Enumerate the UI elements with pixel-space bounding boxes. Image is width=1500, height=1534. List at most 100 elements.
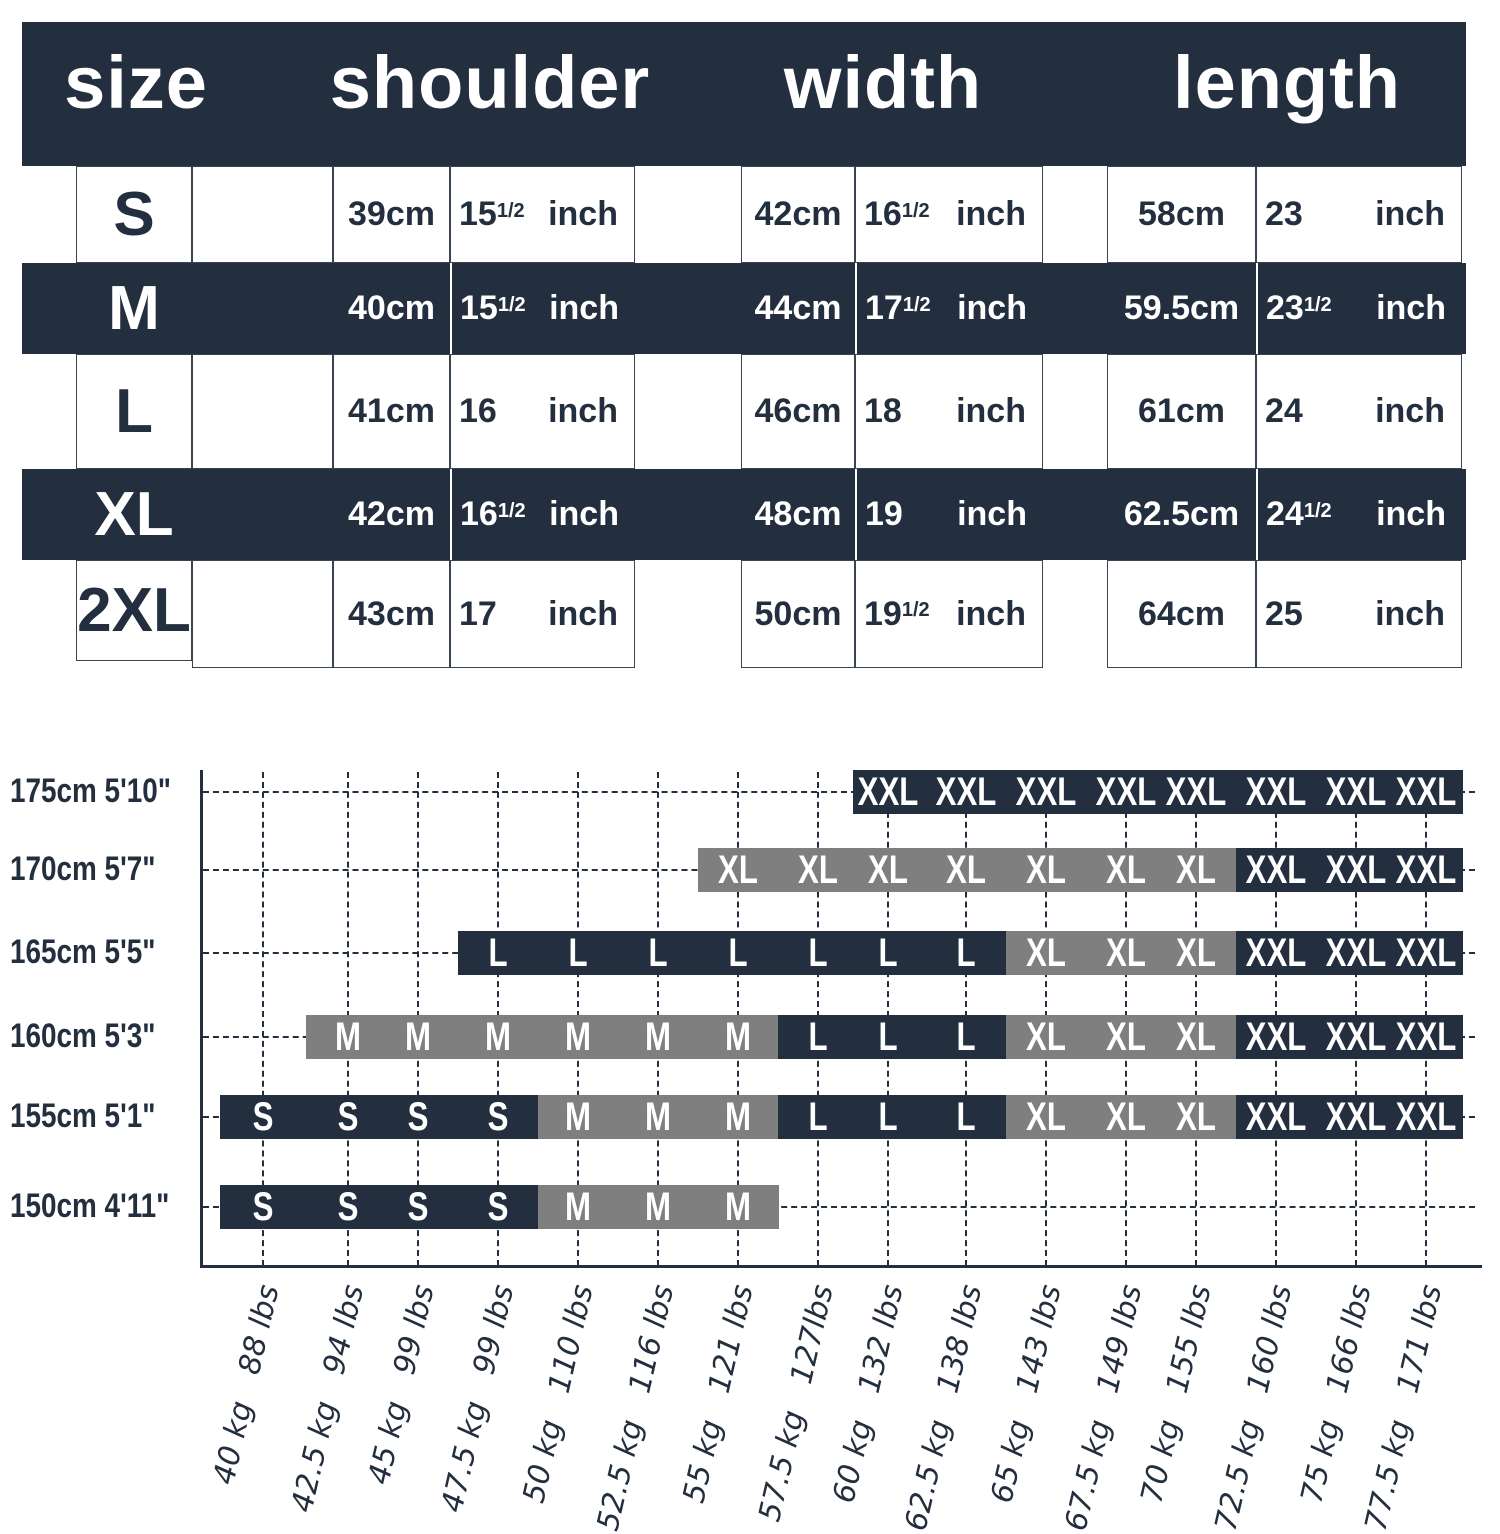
size-cell-xl bbox=[927, 848, 1007, 892]
size-cell-label: S bbox=[487, 1185, 509, 1229]
size-cell-s bbox=[220, 1185, 306, 1229]
size-label: 2XL bbox=[77, 576, 191, 645]
inch-whole: 15 bbox=[459, 195, 497, 233]
inch-fraction: 1/2 bbox=[902, 293, 931, 316]
size-cell-l bbox=[853, 1015, 928, 1059]
length-inch-unit: inch bbox=[1375, 392, 1445, 430]
length-inch-unit: inch bbox=[1376, 495, 1446, 533]
size-cell-l bbox=[778, 1015, 854, 1059]
header-shoulder: shoulder bbox=[329, 41, 651, 124]
size-cell-label: XXL bbox=[1245, 931, 1307, 975]
shoulder-cm-value: 40cm bbox=[348, 289, 435, 327]
weight-lbs: 138 lbs bbox=[930, 1281, 990, 1396]
width-inch-cell: 18 inch bbox=[855, 354, 1043, 469]
size-cell-label: L bbox=[488, 931, 508, 975]
size-cell-label: M bbox=[645, 1095, 671, 1139]
shoulder-cm-cell: 43cm bbox=[333, 560, 450, 668]
inch-whole: 16 bbox=[864, 195, 902, 233]
weight-kg: 67.5 kg bbox=[1058, 1415, 1118, 1534]
size-cell-label: XXL bbox=[1395, 931, 1457, 975]
inch-whole: 25 bbox=[1265, 594, 1303, 633]
size-cell-m bbox=[618, 1015, 699, 1059]
spacer-cell bbox=[192, 560, 333, 668]
length-cm-cell: 59.5cm bbox=[1107, 263, 1256, 354]
weight-kg: 50 kg bbox=[516, 1415, 570, 1506]
size-cell-xxl bbox=[1236, 1015, 1317, 1059]
shoulder-inch-unit: inch bbox=[548, 594, 618, 633]
weight-tick-label: 40 kg 88 lbs bbox=[206, 1281, 286, 1487]
size-cell: 2XL bbox=[76, 560, 192, 661]
weight-kg: 75 kg bbox=[1294, 1415, 1348, 1506]
size-cell-label: XL bbox=[798, 848, 838, 892]
size-cell-xxl bbox=[1391, 770, 1463, 814]
shoulder-inch-cell: 16 1/2 inch bbox=[450, 469, 635, 560]
size-cell-label: M bbox=[725, 1095, 751, 1139]
weight-tick-label: 65 kg 143 lbs bbox=[985, 1281, 1069, 1506]
size-cell-s bbox=[458, 1185, 539, 1229]
shoulder-inch-number: 15 1/2 bbox=[459, 167, 525, 262]
size-cell-xxl bbox=[1236, 848, 1317, 892]
size-cell-m bbox=[538, 1095, 619, 1139]
size-cell-label: M bbox=[645, 1185, 671, 1229]
size-cell-xxl bbox=[1236, 770, 1317, 814]
length-cm-value: 64cm bbox=[1138, 594, 1225, 633]
shoulder-inch-unit: inch bbox=[549, 289, 619, 327]
size-cell-xl bbox=[1086, 848, 1162, 892]
inch-whole: 23 bbox=[1265, 195, 1303, 233]
weight-kg: 77.5 kg bbox=[1358, 1415, 1418, 1534]
weight-tick-label: 72.5 kg 160 lbs bbox=[1208, 1281, 1299, 1534]
height-label: 175cm 5'10" bbox=[10, 772, 171, 810]
size-cell-m bbox=[618, 1185, 699, 1229]
weight-kg: 42.5 kg bbox=[284, 1397, 345, 1516]
width-inch-number: 16 1/2 bbox=[864, 167, 930, 262]
length-inch-unit: inch bbox=[1375, 195, 1445, 233]
length-cm-cell: 64cm bbox=[1107, 560, 1256, 668]
size-cell-label: XL bbox=[946, 848, 986, 892]
row-band bbox=[22, 263, 1466, 354]
weight-kg: 55 kg bbox=[676, 1415, 730, 1506]
weight-kg: 72.5 kg bbox=[1208, 1415, 1268, 1534]
size-cell-label: M bbox=[725, 1185, 751, 1229]
size-cell-label: XXL bbox=[1095, 770, 1157, 814]
width-inch-number: 18 bbox=[864, 355, 902, 468]
size-cell-label: L bbox=[728, 931, 748, 975]
weight-lbs: 166 lbs bbox=[1320, 1281, 1380, 1396]
size-cell-xxl bbox=[1391, 931, 1463, 975]
weight-tick-label: 62.5 kg 138 lbs bbox=[898, 1281, 989, 1534]
weight-lbs: 149 lbs bbox=[1090, 1281, 1150, 1396]
size-cell-label: XXL bbox=[1015, 770, 1077, 814]
shoulder-inch-number: 16 bbox=[459, 355, 497, 468]
size-cell-label: XXL bbox=[1395, 770, 1457, 814]
weight-lbs: 143 lbs bbox=[1010, 1281, 1070, 1396]
size-cell-label: XXL bbox=[1245, 770, 1307, 814]
width-inch-unit: inch bbox=[956, 594, 1026, 633]
size-cell-label: XXL bbox=[1245, 1015, 1307, 1059]
shoulder-inch-number: 17 bbox=[459, 561, 497, 667]
weight-tick-label: 55 kg 121 lbs bbox=[677, 1281, 761, 1506]
size-cell-label: L bbox=[648, 931, 668, 975]
size-cell-xxl bbox=[1316, 1015, 1392, 1059]
size-cell-m bbox=[618, 1095, 699, 1139]
weight-lbs: 132 lbs bbox=[852, 1281, 912, 1396]
weight-kg: 70 kg bbox=[1134, 1415, 1188, 1506]
size-cell-xl bbox=[1086, 1015, 1162, 1059]
length-inch-cell: 24 1/2 inch bbox=[1256, 469, 1462, 560]
size-cell-label: XL bbox=[1106, 848, 1146, 892]
length-inch-number: 23 1/2 bbox=[1266, 263, 1332, 354]
size-cell-l bbox=[927, 1095, 1007, 1139]
size-label: S bbox=[113, 180, 155, 249]
size-cell-label: XL bbox=[1176, 931, 1216, 975]
length-inch-number: 24 1/2 bbox=[1266, 469, 1332, 560]
size-cell-label: XL bbox=[1176, 1095, 1216, 1139]
size-cell-xl bbox=[1086, 931, 1162, 975]
length-inch-cell: 24 inch bbox=[1256, 354, 1462, 469]
size-cell-xxl bbox=[1391, 1095, 1463, 1139]
size-cell-m bbox=[383, 1015, 459, 1059]
size-cell-label: XL bbox=[1026, 848, 1066, 892]
length-inch-number: 25 bbox=[1265, 561, 1303, 667]
size-cell-l bbox=[927, 931, 1007, 975]
size-cell-xl bbox=[698, 848, 779, 892]
size-cell-m bbox=[698, 1015, 779, 1059]
size-cell-xxl bbox=[1316, 1095, 1392, 1139]
size-cell-m bbox=[538, 1185, 619, 1229]
